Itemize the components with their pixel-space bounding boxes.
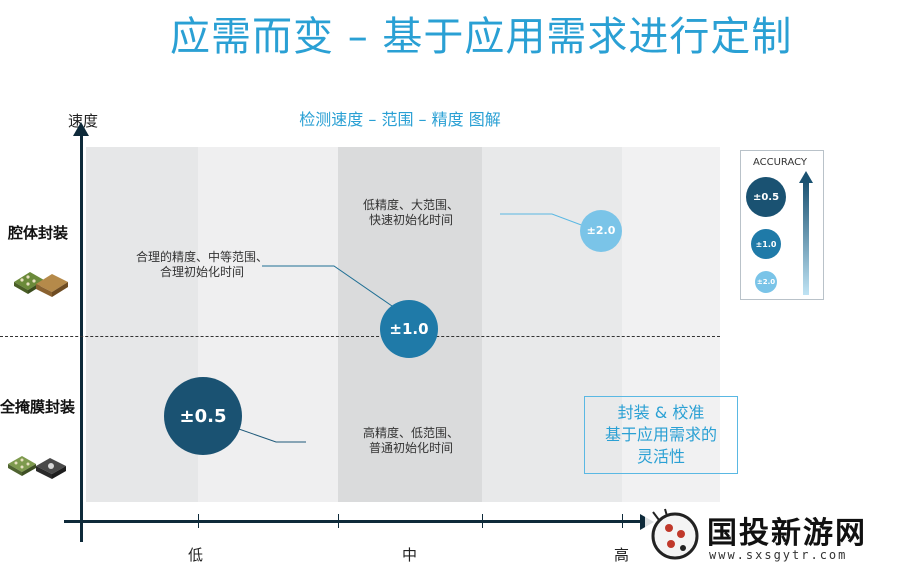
- note-top-mid: 低精度、大范围、 快速初始化时间: [346, 198, 476, 228]
- watermark-brand: 国投新游网: [707, 516, 867, 551]
- legend-item-2-0: ±2.0: [755, 271, 777, 293]
- x-tick-mid-a: [338, 514, 339, 528]
- watermark: 国投新游网 www.sxsgytr.com: [645, 502, 898, 568]
- bubble-accuracy-2-0: ±2.0: [580, 210, 622, 252]
- connector-top-right: [500, 213, 585, 227]
- packaging-calibration-note: 封装 & 校准 基于应用需求的 灵活性: [584, 396, 738, 474]
- legend-title: ACCURACY: [752, 157, 808, 168]
- note-top-mid-line2: 快速初始化时间: [368, 213, 453, 227]
- cavity-package-chip-image: [14, 272, 68, 297]
- promo-line1: 封装 & 校准: [617, 403, 705, 422]
- bubble-accuracy-0-5: ±0.5: [164, 377, 242, 455]
- legend-item-1-0-label: ±1.0: [755, 239, 777, 249]
- note-bottom-mid-line2: 普通初始化时间: [368, 441, 453, 455]
- x-axis: [64, 520, 644, 523]
- note-top-left-line2: 合理初始化时间: [159, 265, 244, 279]
- y-axis-arrow: [73, 122, 89, 136]
- accuracy-legend: ACCURACY ±0.5 ±1.0 ±2.0: [740, 150, 824, 300]
- note-bottom-mid-line1: 高精度、低范围、: [362, 426, 459, 440]
- x-label-mid: 中: [402, 546, 418, 564]
- row-label-full-mask: 全掩膜封装: [0, 398, 76, 416]
- note-top-left-line1: 合理的精度、中等范围、: [135, 250, 268, 264]
- promo-line2: 基于应用需求的: [604, 425, 717, 444]
- x-label-low: 低: [188, 546, 204, 564]
- package-divider: [0, 336, 720, 337]
- legend-gradient-arrow: [799, 171, 813, 295]
- legend-item-2-0-label: ±2.0: [756, 278, 776, 286]
- bubble-accuracy-2-0-label: ±2.0: [586, 224, 616, 237]
- bubble-accuracy-1-0-label: ±1.0: [389, 320, 429, 338]
- legend-item-0-5: ±0.5: [746, 177, 786, 217]
- band-high-right: [622, 147, 720, 502]
- legend-item-1-0: ±1.0: [751, 229, 781, 259]
- page-title: 应需而变 – 基于应用需求进行定制: [170, 14, 793, 60]
- full-mask-package-chip-image: [8, 456, 66, 479]
- connector-top-left: [262, 265, 393, 307]
- bubble-accuracy-0-5-label: ±0.5: [179, 405, 227, 427]
- diagram-subtitle: 检测速度 – 范围 – 精度 图解: [299, 110, 501, 129]
- legend-item-0-5-label: ±0.5: [752, 191, 780, 203]
- note-bottom-mid: 高精度、低范围、 普通初始化时间: [346, 426, 476, 456]
- note-top-mid-line1: 低精度、大范围、: [362, 198, 459, 212]
- bubble-accuracy-1-0: ±1.0: [380, 300, 438, 358]
- ladybug-logo-icon: [651, 508, 699, 560]
- x-label-high: 高: [614, 546, 630, 564]
- x-tick-low: [198, 514, 199, 528]
- x-tick-high: [622, 514, 623, 528]
- row-label-cavity: 腔体封装: [8, 224, 69, 242]
- watermark-url: www.sxsgytr.com: [709, 548, 848, 562]
- promo-line3: 灵活性: [636, 447, 685, 466]
- x-tick-mid-b: [482, 514, 483, 528]
- band-high: [482, 147, 622, 502]
- note-top-left: 合理的精度、中等范围、 合理初始化时间: [122, 250, 282, 280]
- connector-bottom: [235, 427, 306, 443]
